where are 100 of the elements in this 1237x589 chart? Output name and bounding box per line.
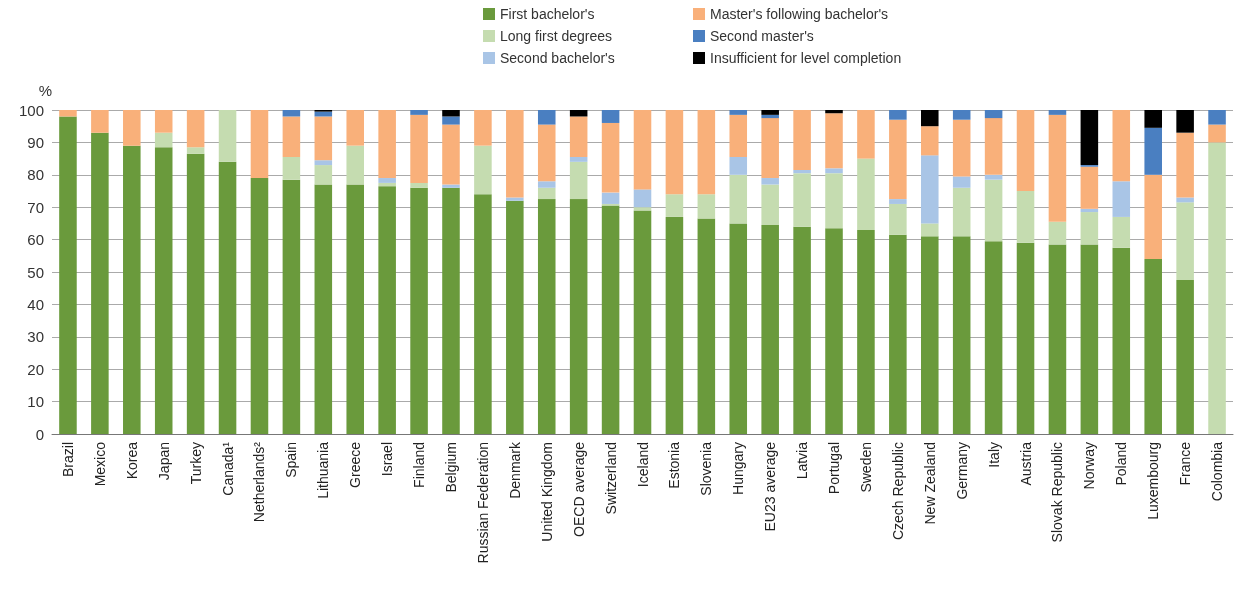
bar — [825, 173, 843, 229]
bar — [920, 236, 939, 434]
bar — [314, 160, 333, 166]
bar — [537, 124, 556, 182]
bar — [697, 110, 716, 195]
bar — [793, 110, 811, 170]
bar — [218, 110, 237, 162]
bar — [378, 182, 396, 187]
bar — [537, 187, 556, 200]
bar — [761, 184, 779, 226]
bar — [1208, 142, 1226, 434]
bar — [761, 178, 779, 185]
x-tick-label: Japan — [155, 442, 172, 481]
bar — [1112, 110, 1131, 182]
x-tick-label: Czech Republic — [889, 442, 906, 541]
bar — [186, 110, 205, 148]
bar — [920, 223, 939, 237]
legend-label: Second master's — [710, 28, 814, 44]
bar — [1016, 191, 1035, 243]
bar — [186, 153, 205, 434]
bar — [59, 116, 77, 434]
bar — [665, 110, 684, 195]
bar — [506, 110, 524, 198]
bar — [1144, 110, 1162, 128]
bar — [889, 119, 907, 200]
x-tick-label: Austria — [1017, 441, 1034, 486]
bar — [474, 194, 492, 434]
bar — [761, 225, 779, 434]
bar — [123, 110, 141, 146]
bar — [59, 110, 77, 117]
bar — [250, 110, 269, 179]
x-tick-label: Latvia — [794, 441, 811, 480]
bar — [952, 236, 971, 434]
bar — [1048, 110, 1067, 115]
bar — [665, 194, 684, 217]
x-tick-label: Colombia — [1209, 441, 1226, 502]
x-tick-label: Sweden — [857, 442, 874, 493]
bar — [537, 181, 556, 188]
bar — [1112, 247, 1131, 434]
bar — [1048, 244, 1067, 434]
bar — [442, 124, 460, 185]
x-tick-label: Iceland — [634, 442, 651, 488]
bar — [378, 178, 396, 183]
x-tick-label: Norway — [1081, 442, 1098, 490]
bar — [825, 168, 843, 174]
bar — [346, 145, 365, 185]
legend-label: Insufficient for level completion — [710, 50, 902, 66]
bar — [506, 200, 524, 434]
bar — [442, 184, 460, 188]
bar — [984, 118, 1003, 175]
y-tick-label: 10 — [27, 393, 44, 411]
bar — [154, 110, 173, 133]
bar — [920, 126, 939, 156]
legend-label: Master's following bachelor's — [710, 6, 889, 22]
bar — [282, 156, 301, 180]
bar — [633, 210, 652, 434]
bar — [793, 173, 811, 227]
bar — [537, 199, 556, 434]
y-tick-label: 70 — [27, 198, 44, 216]
bar — [729, 223, 748, 434]
bar — [952, 176, 971, 188]
bar — [1176, 110, 1194, 133]
x-tick-label: Turkey — [187, 442, 204, 485]
x-tick-label: France — [1177, 441, 1194, 486]
bar — [250, 178, 269, 434]
x-tick-label: Hungary — [730, 442, 747, 495]
y-tick-label: 90 — [27, 133, 44, 151]
x-tick-label: Finland — [411, 442, 428, 488]
bar — [920, 110, 939, 127]
x-tick-label: Estonia — [666, 441, 683, 489]
bar — [729, 156, 748, 175]
bar — [729, 114, 748, 157]
bar — [697, 218, 716, 434]
bar — [346, 184, 365, 434]
x-tick-label: OECD average — [570, 441, 587, 537]
bar — [825, 228, 843, 434]
bar — [314, 165, 333, 185]
bar — [186, 147, 205, 154]
bar — [123, 145, 141, 434]
bar — [569, 199, 588, 434]
bar — [442, 116, 460, 125]
bar — [218, 161, 237, 434]
x-tick-label: Switzerland — [602, 442, 619, 515]
bar — [1144, 174, 1162, 260]
x-tick-label: Denmark — [506, 441, 523, 499]
x-tick-label: Belgium — [442, 442, 459, 493]
bar — [1176, 197, 1194, 203]
bar — [474, 145, 492, 195]
x-tick-label: Mexico — [91, 441, 108, 487]
bar — [889, 203, 907, 235]
y-tick-label: 80 — [27, 166, 44, 184]
bar — [346, 110, 365, 146]
bar — [952, 110, 971, 120]
bar — [857, 158, 875, 230]
legend-label: Second bachelor's — [500, 50, 615, 66]
bar — [952, 187, 971, 237]
bar — [665, 216, 684, 434]
bar — [569, 161, 588, 200]
x-tick-label: EU23 average — [762, 441, 779, 532]
bar — [314, 116, 333, 161]
